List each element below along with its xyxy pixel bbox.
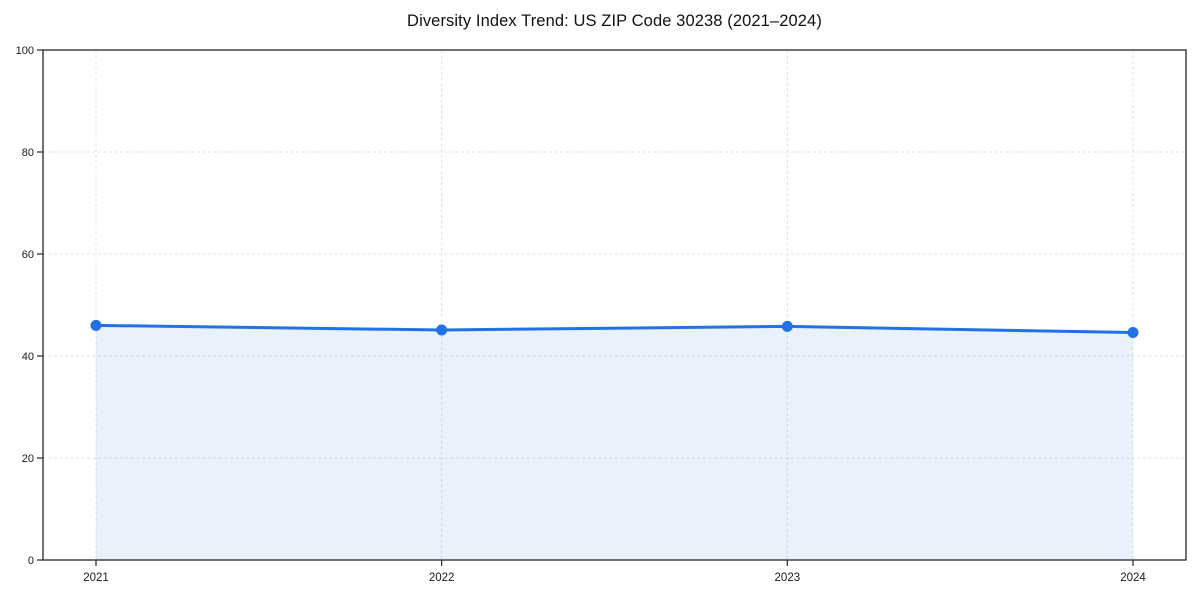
trend-line bbox=[94, 323, 1135, 335]
y-tick-label: 100 bbox=[16, 45, 34, 57]
y-tick-label: 60 bbox=[22, 249, 34, 261]
y-tick-label: 80 bbox=[22, 147, 34, 159]
y-tick-label: 40 bbox=[22, 351, 34, 363]
y-tick-label: 0 bbox=[28, 555, 34, 567]
data-point bbox=[90, 319, 102, 331]
data-point bbox=[781, 320, 793, 332]
x-tick-label: 2021 bbox=[83, 572, 109, 584]
chart-title: Diversity Index Trend: US ZIP Code 30238… bbox=[407, 12, 822, 30]
x-tick-label: 2023 bbox=[775, 572, 801, 584]
data-point bbox=[436, 324, 448, 336]
y-tick-label: 20 bbox=[22, 453, 34, 465]
area-fill bbox=[96, 325, 1133, 560]
x-tick-label: 2024 bbox=[1120, 572, 1146, 584]
data-point bbox=[1127, 327, 1139, 339]
x-tick-label: 2022 bbox=[429, 572, 455, 584]
plot-border bbox=[42, 49, 1187, 561]
